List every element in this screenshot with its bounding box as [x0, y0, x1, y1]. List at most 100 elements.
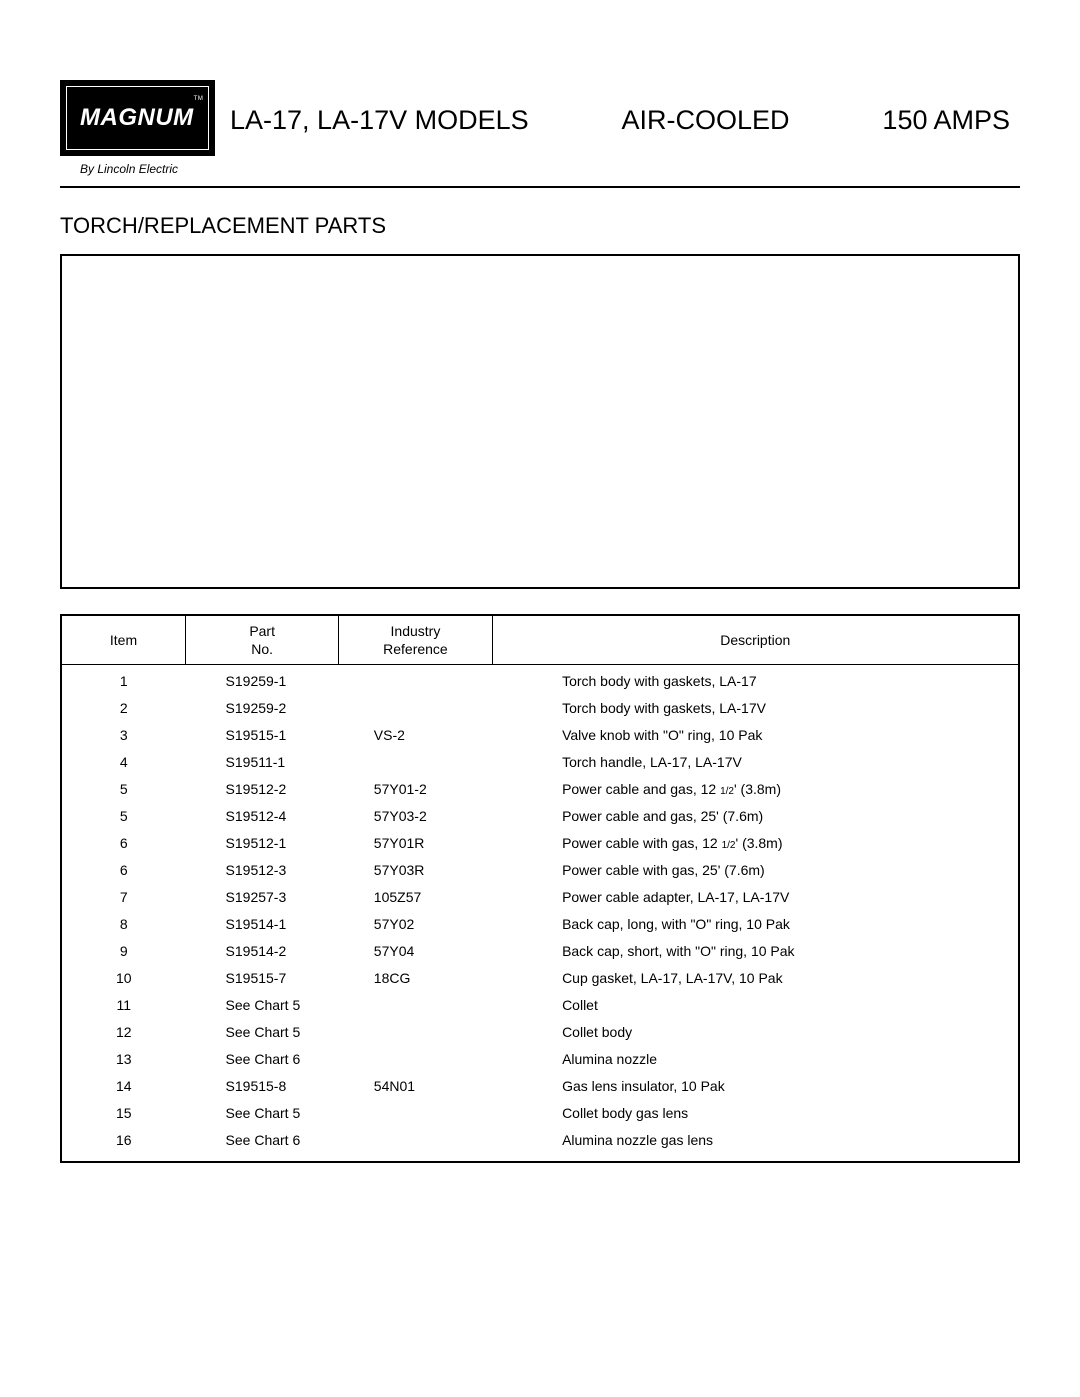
cell-industry-ref: [339, 665, 492, 696]
cell-item: 6: [61, 830, 186, 857]
cell-item: 2: [61, 695, 186, 722]
cell-description: Collet: [492, 992, 1019, 1019]
table-row: 15See Chart 5Collet body gas lens: [61, 1100, 1019, 1127]
col-header-item: Item: [61, 615, 186, 665]
model-title: LA-17, LA-17V MODELS: [230, 105, 529, 136]
cell-industry-ref: [339, 992, 492, 1019]
section-title: TORCH/REPLACEMENT PARTS: [60, 213, 1020, 239]
table-row: 6S19512-357Y03RPower cable with gas, 25'…: [61, 857, 1019, 884]
cell-description: Collet body: [492, 1019, 1019, 1046]
cell-industry-ref: 57Y03-2: [339, 803, 492, 830]
cell-industry-ref: [339, 1127, 492, 1162]
cell-description: Back cap, short, with "O" ring, 10 Pak: [492, 938, 1019, 965]
amps-title: 150 AMPS: [882, 105, 1010, 136]
cell-description: Power cable with gas, 12 1/2' (3.8m): [492, 830, 1019, 857]
cell-industry-ref: 54N01: [339, 1073, 492, 1100]
cell-part-no: S19512-2: [186, 776, 339, 803]
cell-description: Alumina nozzle gas lens: [492, 1127, 1019, 1162]
table-row: 14S19515-854N01Gas lens insulator, 10 Pa…: [61, 1073, 1019, 1100]
cell-part-no: See Chart 6: [186, 1046, 339, 1073]
cell-part-no: S19514-2: [186, 938, 339, 965]
diagram-placeholder: [60, 254, 1020, 589]
cell-item: 14: [61, 1073, 186, 1100]
cell-part-no: S19515-8: [186, 1073, 339, 1100]
title-row: LA-17, LA-17V MODELS AIR-COOLED 150 AMPS: [215, 80, 1020, 136]
header-section: MAGNUMTM By Lincoln Electric LA-17, LA-1…: [60, 80, 1020, 176]
parts-table: Item Part No. Industry Reference Descrip…: [60, 614, 1020, 1163]
col-header-part-line2: No.: [251, 641, 273, 657]
cell-part-no: See Chart 5: [186, 1019, 339, 1046]
cell-part-no: See Chart 5: [186, 1100, 339, 1127]
cell-part-no: S19512-3: [186, 857, 339, 884]
cell-industry-ref: VS-2: [339, 722, 492, 749]
cell-description: Torch body with gaskets, LA-17: [492, 665, 1019, 696]
cell-part-no: S19515-7: [186, 965, 339, 992]
header-divider: [60, 186, 1020, 188]
table-row: 8S19514-157Y02Back cap, long, with "O" r…: [61, 911, 1019, 938]
table-row: 9S19514-257Y04Back cap, short, with "O" …: [61, 938, 1019, 965]
table-row: 4S19511-1Torch handle, LA-17, LA-17V: [61, 749, 1019, 776]
col-header-part: Part No.: [186, 615, 339, 665]
cell-industry-ref: [339, 1019, 492, 1046]
cell-item: 1: [61, 665, 186, 696]
cell-industry-ref: [339, 749, 492, 776]
cell-item: 5: [61, 776, 186, 803]
cell-description: Power cable adapter, LA-17, LA-17V: [492, 884, 1019, 911]
table-header-row: Item Part No. Industry Reference Descrip…: [61, 615, 1019, 665]
cell-industry-ref: 57Y02: [339, 911, 492, 938]
col-header-description: Description: [492, 615, 1019, 665]
cell-part-no: S19259-2: [186, 695, 339, 722]
logo-subtitle: By Lincoln Electric: [60, 162, 215, 176]
table-row: 6S19512-157Y01RPower cable with gas, 12 …: [61, 830, 1019, 857]
cell-description: Power cable and gas, 25' (7.6m): [492, 803, 1019, 830]
table-body: 1S19259-1 Torch body with gaskets, LA-17 2…: [61, 665, 1019, 1163]
cell-industry-ref: [339, 1100, 492, 1127]
cell-description: Back cap, long, with "O" ring, 10 Pak: [492, 911, 1019, 938]
cell-part-no: See Chart 5: [186, 992, 339, 1019]
cell-part-no: S19511-1: [186, 749, 339, 776]
cell-part-no: S19512-4: [186, 803, 339, 830]
cell-industry-ref: 57Y03R: [339, 857, 492, 884]
cell-industry-ref: 18CG: [339, 965, 492, 992]
col-header-industry-line2: Reference: [383, 641, 448, 657]
table-row: 7S19257-3105Z57Power cable adapter, LA-1…: [61, 884, 1019, 911]
col-header-part-line1: Part: [249, 623, 275, 639]
table-row: 3S19515-1VS-2Valve knob with "O" ring, 1…: [61, 722, 1019, 749]
logo-text: MAGNUM: [80, 104, 194, 131]
logo-block: MAGNUMTM By Lincoln Electric: [60, 80, 215, 176]
table-row: 13See Chart 6 Alumina nozzle: [61, 1046, 1019, 1073]
table-row: 5S19512-257Y01-2Power cable and gas, 12 …: [61, 776, 1019, 803]
fraction-half: 1/2: [720, 786, 734, 797]
cell-industry-ref: 105Z57: [339, 884, 492, 911]
cell-description: Torch handle, LA-17, LA-17V: [492, 749, 1019, 776]
cell-part-no: See Chart 6: [186, 1127, 339, 1162]
cell-description: Valve knob with "O" ring, 10 Pak: [492, 722, 1019, 749]
cell-description: Torch body with gaskets, LA-17V: [492, 695, 1019, 722]
cell-part-no: S19515-1: [186, 722, 339, 749]
cell-industry-ref: [339, 1046, 492, 1073]
col-header-industry-line1: Industry: [391, 623, 441, 639]
cell-description: Power cable and gas, 12 1/2' (3.8m): [492, 776, 1019, 803]
logo-trademark: TM: [194, 96, 204, 102]
cell-description: Gas lens insulator, 10 Pak: [492, 1073, 1019, 1100]
cell-item: 12: [61, 1019, 186, 1046]
cell-industry-ref: 57Y04: [339, 938, 492, 965]
cell-item: 13: [61, 1046, 186, 1073]
fraction-half: 1/2: [722, 840, 736, 851]
table-row: 12See Chart 5 Collet body: [61, 1019, 1019, 1046]
table-row: 10S19515-718CGCup gasket, LA-17, LA-17V,…: [61, 965, 1019, 992]
cell-part-no: S19512-1: [186, 830, 339, 857]
cell-part-no: S19257-3: [186, 884, 339, 911]
cell-part-no: S19514-1: [186, 911, 339, 938]
cell-description: Alumina nozzle: [492, 1046, 1019, 1073]
cell-item: 11: [61, 992, 186, 1019]
cell-item: 10: [61, 965, 186, 992]
cell-item: 6: [61, 857, 186, 884]
col-header-industry: Industry Reference: [339, 615, 492, 665]
table-row: 16See Chart 6Alumina nozzle gas lens: [61, 1127, 1019, 1162]
cell-part-no: S19259-1: [186, 665, 339, 696]
cell-item: 5: [61, 803, 186, 830]
cooling-title: AIR-COOLED: [622, 105, 790, 136]
cell-item: 15: [61, 1100, 186, 1127]
cell-description: Cup gasket, LA-17, LA-17V, 10 Pak: [492, 965, 1019, 992]
